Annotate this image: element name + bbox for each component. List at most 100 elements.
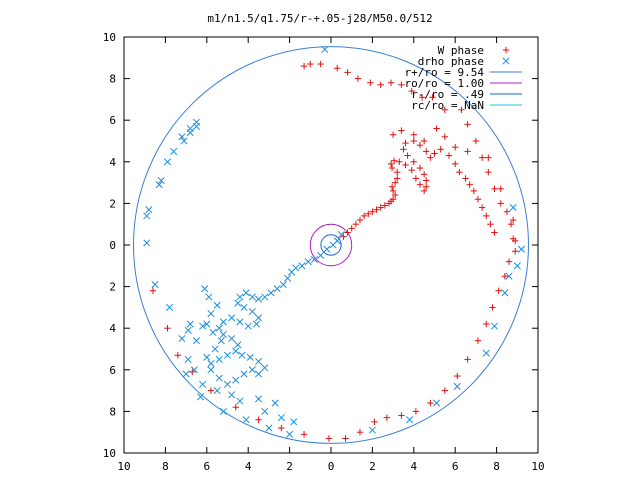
w-phase-point <box>387 160 395 168</box>
drho-phase-point-b <box>207 366 215 374</box>
w-phase-point <box>354 75 362 82</box>
w-phase-point <box>390 157 398 164</box>
w-phase-point <box>402 139 409 147</box>
w-phase-point <box>307 60 314 68</box>
drho-phase-point-b <box>509 204 517 212</box>
drho-phase-point-b <box>288 268 296 276</box>
legend-label: rc/ro = NaN <box>411 99 484 112</box>
drho-phase-point-b <box>182 370 190 378</box>
drho-phase-point-b <box>337 231 345 239</box>
x-tick-label: 8 <box>493 460 500 473</box>
w-phase-point <box>491 229 498 236</box>
drho-phase-point <box>201 285 209 293</box>
y-tick-label: 10 <box>103 31 116 44</box>
drho-phase-point <box>211 345 219 353</box>
w-phase-point <box>427 154 434 161</box>
drho-phase-point-b <box>433 399 441 407</box>
w-phase-point <box>394 175 401 182</box>
drho-phase-point-b <box>211 345 219 353</box>
w-phase-point <box>404 152 411 159</box>
y-tick-label: 6 <box>109 114 116 127</box>
drho-phase-point <box>248 366 256 374</box>
drho-phase-point <box>236 318 244 326</box>
y-tick-label: 4 <box>109 322 116 335</box>
drho-phase-point-b <box>145 206 153 214</box>
drho-phase-point <box>157 176 165 185</box>
w-phase-point <box>387 79 395 86</box>
drho-phase-point-b <box>453 382 461 390</box>
w-phase-point <box>505 258 513 265</box>
drho-phase-point-b <box>290 418 298 426</box>
drho-phase-point-b <box>321 45 329 54</box>
drho-phase-point-b <box>213 387 221 395</box>
drho-phase-point <box>254 314 263 322</box>
drho-phase-point <box>199 322 207 330</box>
w-phase-point <box>389 131 397 138</box>
drho-phase-point-b <box>242 416 250 424</box>
drho-phase-point-b <box>178 133 186 141</box>
drho-phase-point <box>337 231 345 239</box>
drho-phase-point <box>317 251 325 259</box>
drho-phase-point <box>267 289 275 297</box>
drho-phase-point <box>186 129 194 137</box>
drho-phase-point <box>254 295 263 303</box>
y-tick-label: 4 <box>109 156 116 169</box>
reference-circle <box>309 223 353 267</box>
drho-phase-point <box>163 158 172 166</box>
w-phase-point <box>408 87 415 95</box>
w-phase-point <box>466 181 473 188</box>
w-phase-point <box>381 202 389 209</box>
drho-phase-point <box>215 374 223 382</box>
drho-phase-point <box>190 366 198 374</box>
drho-phase-point <box>242 289 250 297</box>
drho-phase-point <box>165 303 174 311</box>
reference-circle <box>320 234 342 256</box>
x-tick-label: 4 <box>410 460 417 473</box>
w-phase-point <box>416 164 424 172</box>
drho-phase-point <box>288 268 296 276</box>
y-tick-label: 2 <box>109 281 116 294</box>
legend-label: r+/ro = 9.54 <box>405 66 485 79</box>
w-phase-point <box>452 160 459 168</box>
drho-phase-point-b <box>261 293 269 301</box>
drho-phase-point-b <box>323 245 331 253</box>
drho-phase-point <box>219 318 227 326</box>
drho-phase-point-b <box>517 245 525 253</box>
w-phase-point <box>377 204 384 211</box>
w-phase-point <box>300 431 308 438</box>
drho-phase-point <box>192 122 201 130</box>
drho-phase-point-b <box>265 424 273 432</box>
drho-phase-point <box>286 430 294 438</box>
drho-phase-point <box>215 355 223 363</box>
drho-phase-point-b <box>170 147 178 155</box>
w-phase-point <box>472 137 480 145</box>
drho-phase-point-b <box>197 393 205 401</box>
w-phase-point <box>474 196 482 203</box>
y-tick-label: 6 <box>109 364 116 377</box>
w-phase-point <box>391 191 399 199</box>
w-phase-point <box>445 152 453 159</box>
drho-phase-point-b <box>505 272 513 280</box>
w-phase-point <box>454 372 461 380</box>
w-phase-point <box>344 69 351 76</box>
y-tick-label: 10 <box>103 447 116 460</box>
w-phase-point <box>377 81 384 89</box>
y-tick-label: 8 <box>109 73 116 86</box>
w-phase-point <box>360 212 368 220</box>
drho-phase-point-b <box>248 293 256 301</box>
w-phase-point <box>495 287 502 294</box>
drho-phase-point-b <box>238 351 246 359</box>
w-phase-point <box>483 320 490 328</box>
legend-label: r-/ro = .49 <box>411 88 484 101</box>
drho-phase-point <box>213 387 221 395</box>
drho-phase-point-b <box>223 380 232 388</box>
drho-phase-point-b <box>283 274 292 282</box>
drho-phase-point-b <box>228 314 236 322</box>
w-phase-point <box>367 79 374 86</box>
w-phase-point <box>389 196 397 203</box>
w-phase-point <box>317 60 324 68</box>
w-phase-point <box>420 137 428 145</box>
w-phase-point <box>334 65 341 72</box>
w-phase-point <box>474 337 482 344</box>
drho-phase-point <box>240 303 248 311</box>
